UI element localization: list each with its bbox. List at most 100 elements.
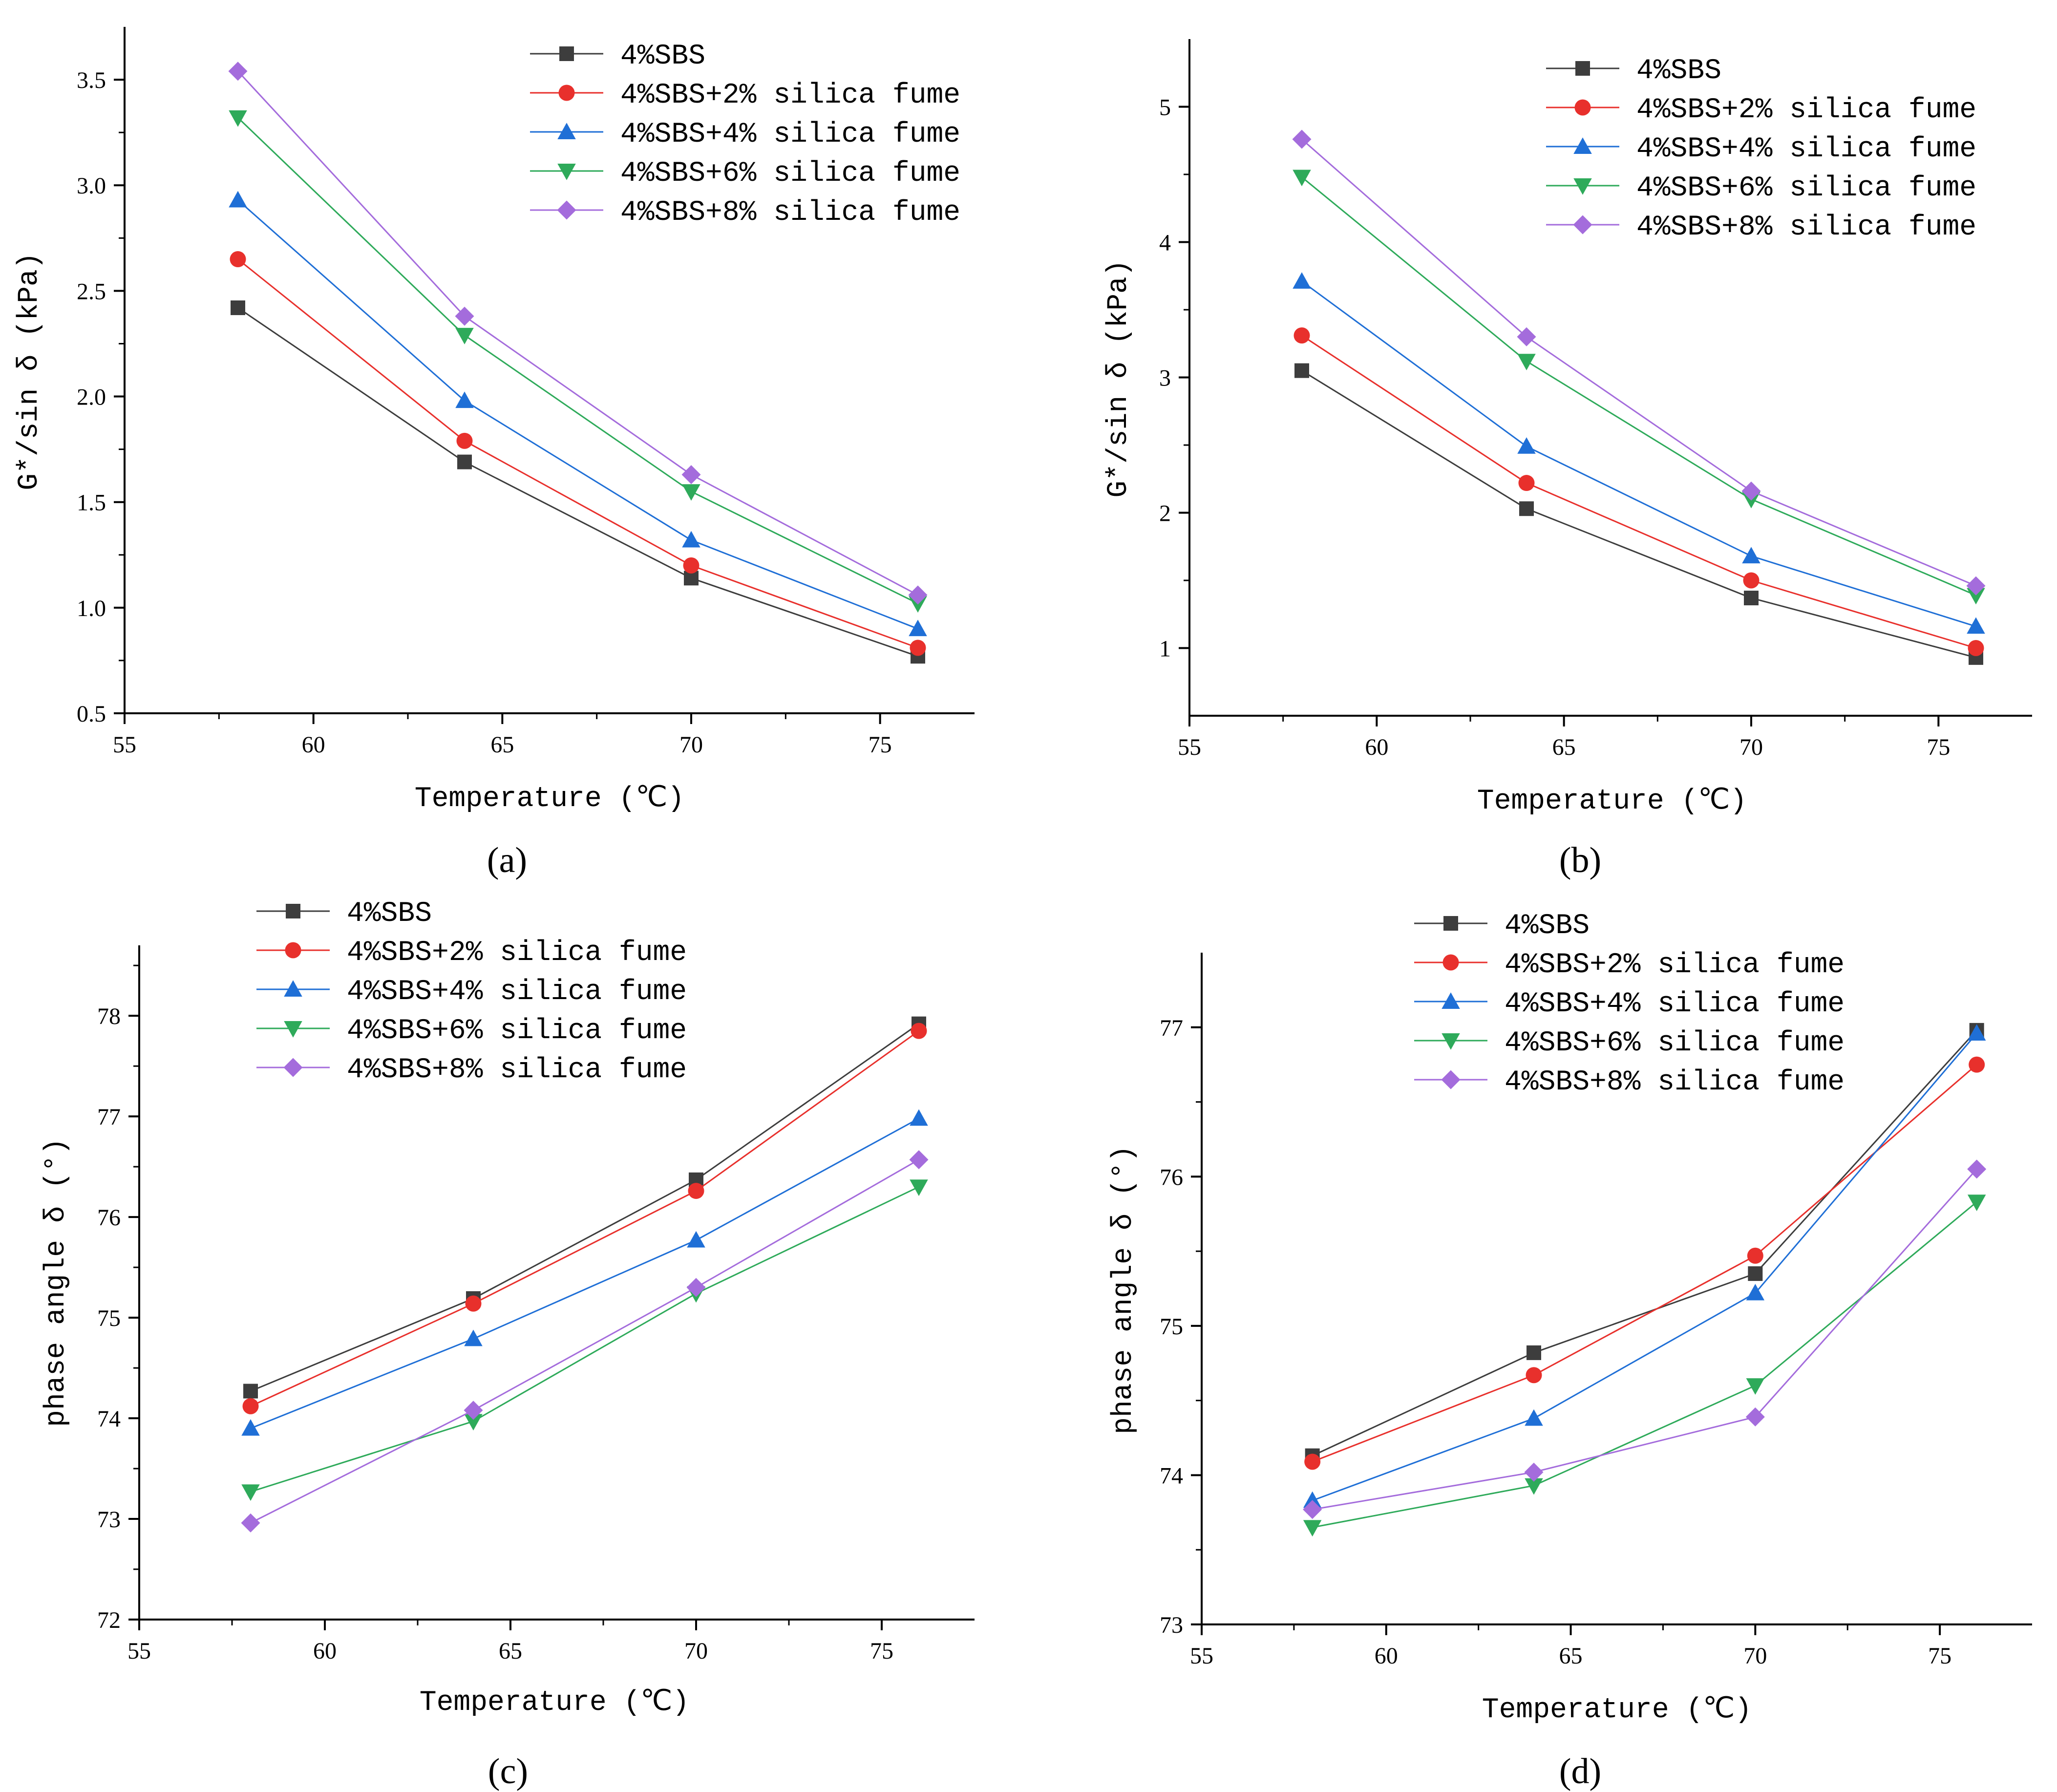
x-tick-label: 60 [302, 732, 325, 758]
legend-label: 4%SBS+4% silica fume [1636, 133, 1976, 165]
data-point [1526, 1367, 1542, 1384]
legend-marker [1442, 954, 1459, 971]
y-tick-label: 74 [97, 1406, 121, 1432]
legend-marker [1575, 61, 1590, 76]
x-tick-label: 75 [1928, 1643, 1951, 1669]
series-line-2 [1312, 1064, 1977, 1463]
legend-label: 4%SBS [347, 898, 432, 930]
legend-label: 4%SBS+6% silica fume [620, 158, 960, 190]
data-point [682, 484, 700, 501]
y-tick-label: 2 [1159, 501, 1171, 527]
data-point [1517, 327, 1536, 346]
y-tick-label: 78 [97, 1003, 121, 1029]
legend-marker [1443, 916, 1458, 931]
data-point [1519, 501, 1534, 516]
data-point [686, 1278, 706, 1297]
legend-marker [1442, 1033, 1460, 1050]
panel-label: (c) [488, 1751, 528, 1792]
data-point [228, 62, 248, 81]
data-point [229, 191, 247, 208]
data-point [1303, 1491, 1322, 1508]
data-point [1745, 1407, 1765, 1427]
data-point [1517, 354, 1536, 371]
y-tick-label: 3.5 [77, 67, 106, 93]
panel-label: (b) [1559, 840, 1601, 880]
y-tick-label: 3 [1159, 365, 1171, 391]
series-line-5 [1312, 1169, 1977, 1511]
data-point [1517, 437, 1536, 454]
series-line-4 [250, 1186, 919, 1493]
legend-marker [1573, 137, 1592, 154]
y-tick-label: 4 [1159, 230, 1171, 256]
series-line-5 [250, 1159, 919, 1524]
data-point [1744, 591, 1759, 606]
x-tick-label: 60 [313, 1638, 337, 1664]
data-point [910, 640, 926, 656]
x-tick-label: 75 [869, 732, 892, 758]
data-point [687, 1231, 705, 1248]
legend-label: 4%SBS+2% silica fume [620, 80, 960, 111]
data-point [242, 1398, 259, 1414]
y-tick-label: 0.5 [77, 701, 106, 727]
x-axis-title: Temperature (℃) [1482, 1694, 1752, 1726]
data-point [911, 1023, 927, 1039]
y-tick-label: 72 [97, 1607, 121, 1633]
y-tick-label: 2.0 [77, 384, 106, 410]
data-point [241, 1419, 260, 1436]
series-line-2 [1301, 335, 1976, 649]
legend-marker [557, 123, 576, 139]
data-point [465, 1295, 482, 1312]
series-line-2 [237, 258, 918, 649]
y-tick-label: 3.0 [77, 173, 106, 199]
legend-label: 4%SBS+8% silica fume [1636, 212, 1976, 243]
legend-label: 4%SBS+8% silica fume [620, 197, 960, 229]
series-line-3 [1301, 280, 1976, 627]
y-tick-label: 76 [1160, 1164, 1183, 1190]
series-line-1 [1312, 1029, 1977, 1457]
data-point [1968, 640, 1984, 656]
x-tick-label: 65 [499, 1638, 522, 1664]
data-point [1294, 363, 1309, 378]
x-tick-label: 75 [1927, 734, 1950, 760]
series-line-4 [1301, 176, 1976, 596]
x-axis-title: Temperature (℃) [1477, 786, 1747, 817]
data-point [1292, 129, 1312, 149]
data-point [1741, 481, 1761, 501]
y-tick-label: 77 [97, 1104, 121, 1130]
data-point [1525, 1478, 1543, 1495]
legend-label: 4%SBS+4% silica fume [620, 119, 960, 150]
legend-label: 4%SBS+4% silica fume [1505, 988, 1845, 1020]
panel-label: (a) [487, 840, 527, 880]
series-line-1 [237, 307, 918, 657]
x-tick-label: 75 [870, 1638, 893, 1664]
legend-marker [1573, 178, 1592, 195]
x-tick-label: 55 [1178, 734, 1201, 760]
x-tick-label: 55 [113, 732, 136, 758]
data-point [909, 619, 927, 637]
data-point [1746, 1283, 1765, 1301]
legend-label: 4%SBS+6% silica fume [1636, 172, 1976, 204]
y-tick-label: 75 [97, 1305, 121, 1331]
legend-label: 4%SBS+4% silica fume [347, 976, 687, 1008]
legend-label: 4%SBS+2% silica fume [1505, 949, 1845, 981]
y-tick-label: 74 [1160, 1463, 1183, 1489]
y-axis-title: G*/sin δ (kPa) [1103, 259, 1135, 497]
legend-label: 4%SBS+2% silica fume [347, 937, 687, 969]
data-point [455, 328, 474, 344]
data-point [1303, 1520, 1322, 1537]
legend-marker [284, 980, 302, 997]
y-tick-label: 77 [1160, 1015, 1183, 1041]
data-point [910, 1109, 928, 1126]
legend-marker [1574, 99, 1591, 116]
legend-label: 4%SBS+6% silica fume [347, 1015, 687, 1047]
series-line-1 [250, 1023, 919, 1392]
chart-panel-4: 55 60 65 70 75 73 74 75 76 77 Temperature (℃) phase… [1108, 910, 2032, 1792]
y-axis-title: phase angle δ (°) [1108, 1145, 1140, 1434]
data-point [688, 1183, 704, 1199]
series-line-3 [250, 1117, 919, 1429]
data-point [464, 1414, 483, 1430]
data-point [910, 1179, 928, 1196]
data-point [909, 1150, 929, 1170]
data-point [241, 1484, 260, 1501]
data-point [230, 251, 246, 268]
